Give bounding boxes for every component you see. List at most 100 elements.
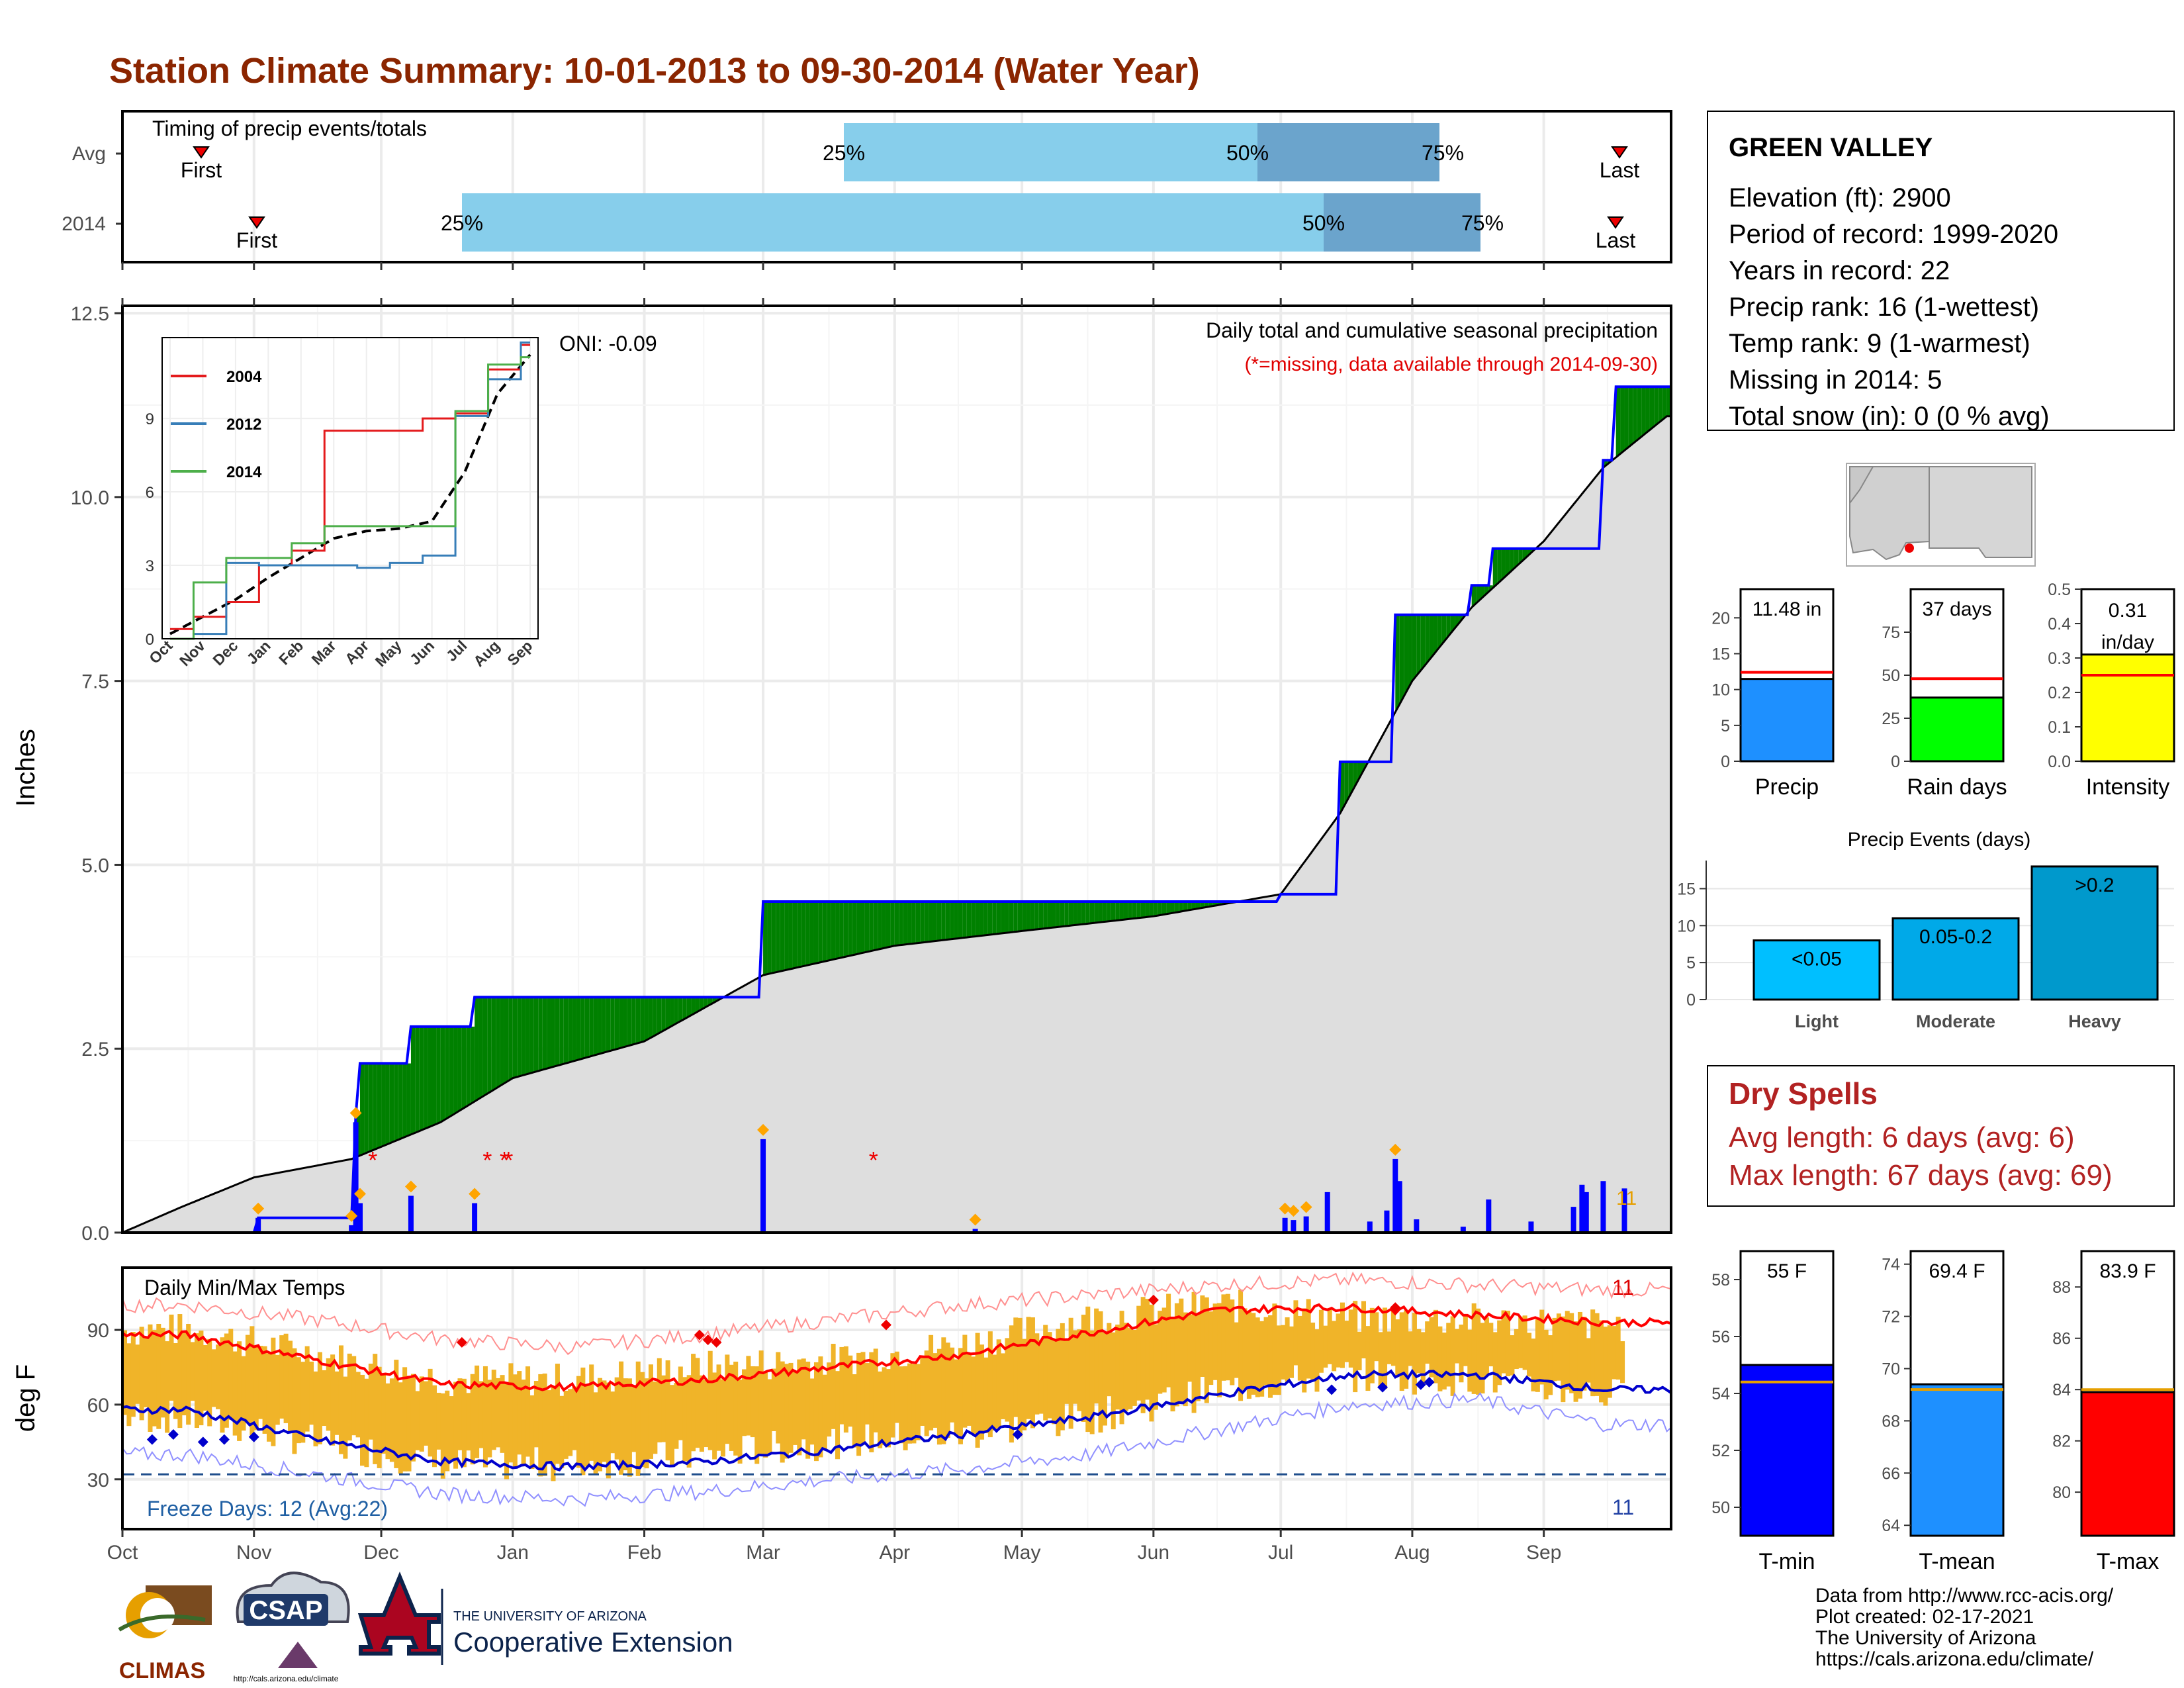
- precip-event-marker: [252, 1202, 265, 1215]
- station-precip-rank: Precip rank: 16 (1-wettest): [1729, 293, 2039, 322]
- precip-missing-count: 11: [1616, 1188, 1637, 1209]
- dry-spells-box: Dry Spells Avg length: 6 days (avg: 6) M…: [1707, 1065, 2175, 1207]
- cumulative-2014-line: [122, 385, 1671, 1234]
- precip-event-marker: [345, 1209, 358, 1222]
- record-low-marker: [218, 1434, 230, 1445]
- precip-event-marker: [349, 1107, 362, 1119]
- temp-missing-min: 11: [1612, 1495, 1634, 1519]
- avg-quartile-50-75-bar: [1257, 123, 1439, 181]
- temp-y-tick: 82: [2052, 1432, 2071, 1451]
- summary-y-tick: 20: [1711, 609, 1730, 628]
- record-low-marker: [167, 1429, 179, 1440]
- events-bar-label-2: >0.2: [2075, 874, 2114, 896]
- temp-value-2: 83.9 F: [2099, 1260, 2156, 1282]
- inset-series-2014: [170, 356, 530, 640]
- temp-y-tick: 74: [1882, 1256, 1900, 1274]
- credit-url: https://cals.arizona.edu/climate/: [1815, 1648, 2094, 1670]
- inset-y-tick: 0: [146, 631, 154, 649]
- events-category-light: Light: [1795, 1011, 1839, 1031]
- yr-last-label: Last: [1596, 228, 1636, 252]
- avg-75-label: 75%: [1422, 141, 1464, 165]
- summary-value-unit-2: in/day: [2101, 632, 2154, 653]
- temp-label-1: T-mean: [1919, 1549, 1995, 1574]
- missing-day-marker: *: [869, 1147, 878, 1174]
- summary-y-tick: 0.3: [2048, 649, 2071, 668]
- oni-value: ONI: -0.09: [559, 332, 657, 355]
- station-elevation: Elevation (ft): 2900: [1729, 183, 1951, 212]
- temp-y-title: deg F: [11, 1364, 40, 1432]
- inset-series-2004: [170, 344, 530, 630]
- summary-bar-charts: 11.48 in 0 5 10 15 20 Precip 37 days 0 25 50 75 Rain…: [1711, 581, 2175, 800]
- avg-first-marker: [193, 146, 210, 159]
- inset-legend-label-2014: 2014: [226, 463, 262, 481]
- temp-y-tick: 56: [1711, 1328, 1730, 1346]
- missing-day-marker: *: [504, 1147, 513, 1174]
- temp-y-tick: 50: [1711, 1499, 1730, 1517]
- month-tick-jan: Jan: [497, 1542, 529, 1564]
- credit-university: The University of Arizona: [1815, 1627, 2036, 1649]
- inset-average-line: [169, 353, 531, 635]
- temp-value-1: 69.4 F: [1929, 1260, 1985, 1282]
- month-tick-may: May: [1003, 1542, 1041, 1564]
- inset-y-tick: 3: [146, 557, 154, 575]
- inset-legend-label-2012: 2012: [226, 416, 261, 434]
- daily-precip-bar: [1291, 1220, 1297, 1233]
- average-min-line: [122, 1369, 1672, 1472]
- summary-bar-intensity: [2080, 653, 2175, 763]
- daily-precip-bar: [1486, 1199, 1492, 1233]
- precip-event-marker: [354, 1188, 367, 1200]
- summary-y-tick: 0.0: [2048, 753, 2071, 771]
- page-title: Station Climate Summary: 10-01-2013 to 0…: [109, 51, 1200, 91]
- inset-y-tick: 6: [146, 484, 154, 502]
- yr-25-label: 25%: [441, 211, 483, 235]
- temp-bar-t-mean: [1909, 1383, 2005, 1537]
- record-low-marker: [146, 1434, 158, 1445]
- temp-y-tick: 66: [1882, 1464, 1900, 1483]
- precip-event-marker: [757, 1123, 770, 1136]
- dry-spells-title: Dry Spells: [1729, 1076, 1878, 1111]
- timing-row-label-year: 2014: [62, 213, 106, 235]
- daily-precip-bar: [1303, 1216, 1309, 1233]
- missing-day-marker: *: [368, 1147, 377, 1174]
- avg-last-label: Last: [1600, 158, 1640, 182]
- temp-y-tick: 86: [2052, 1330, 2071, 1348]
- yr-first-marker: [248, 216, 265, 229]
- temp-y-tick: 70: [1882, 1360, 1900, 1379]
- inset-series-2012: [170, 341, 530, 640]
- events-bar-heavy: [2030, 865, 2159, 1001]
- daily-precip-bar: [255, 1217, 261, 1233]
- footer-logos: CLIMAS CSAP http://cals.arizona.edu/clim…: [118, 1571, 733, 1683]
- missing-day-marker: *: [500, 1147, 509, 1174]
- temp-label-0: T-min: [1759, 1549, 1815, 1574]
- temp-summary-charts: 55 F 50 52 54 56 58 T-min 69.4 F 64 66 68 70 72 74 T-m…: [1711, 1250, 2175, 1574]
- summary-y-tick: 0: [1721, 753, 1730, 771]
- temp-label-2: T-max: [2097, 1549, 2159, 1574]
- summary-label-1: Rain days: [1907, 774, 2007, 800]
- summary-label-0: Precip: [1755, 774, 1819, 800]
- precip-event-marker: [1389, 1143, 1402, 1156]
- events-y-tick: 10: [1677, 917, 1696, 935]
- station-name: GREEN VALLEY: [1729, 133, 1933, 162]
- csap-logo-text: CSAP: [249, 1596, 322, 1625]
- temp-y-tick: 88: [2052, 1278, 2071, 1297]
- month-tick-dec: Dec: [363, 1542, 398, 1564]
- avg-last-marker: [1611, 146, 1628, 159]
- events-bar-light: [1752, 939, 1881, 1001]
- record-min-line: [122, 1392, 1672, 1507]
- yr-50-label: 50%: [1302, 211, 1345, 235]
- record-low-marker: [1326, 1384, 1338, 1395]
- daily-precip-bar: [1600, 1181, 1606, 1233]
- temp-bar-t-min: [1739, 1364, 1835, 1537]
- daily-precip-bar: [760, 1139, 766, 1233]
- month-tick-mar: Mar: [746, 1542, 780, 1564]
- daily-precip-bar: [1384, 1210, 1390, 1233]
- precip-y-tick: 5.0: [81, 855, 109, 876]
- climas-logo-text: CLIMAS: [119, 1658, 205, 1683]
- record-high-marker: [456, 1336, 467, 1348]
- dry-spells-avg: Avg length: 6 days (avg: 6): [1729, 1121, 2075, 1154]
- summary-y-tick: 75: [1882, 624, 1900, 642]
- avg-50-label: 50%: [1226, 141, 1269, 165]
- daily-precip-bar: [1621, 1188, 1627, 1233]
- events-category-heavy: Heavy: [2068, 1011, 2121, 1031]
- daily-precip-bar: [972, 1229, 978, 1233]
